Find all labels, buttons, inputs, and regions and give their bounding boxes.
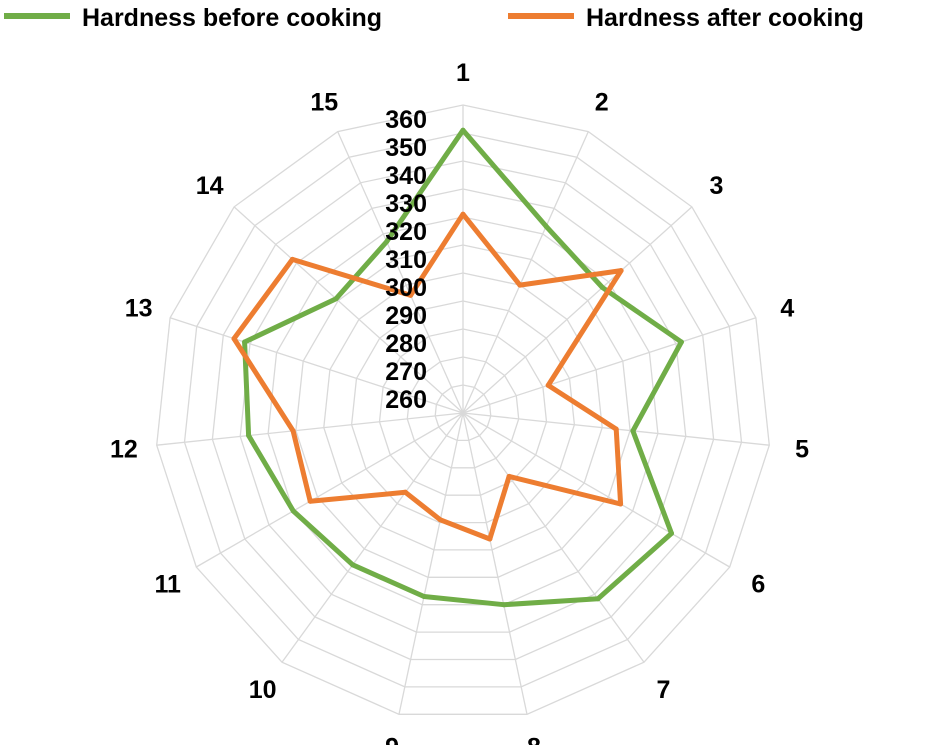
data-point [595,596,601,602]
grid-spoke [195,412,464,568]
category-label-1: 1 [456,59,470,87]
category-label-11: 11 [154,571,181,599]
grid-ring [211,160,715,661]
data-point [517,282,523,288]
grid-ring [323,272,603,551]
grid-spoke [233,206,464,414]
category-label-14: 14 [196,172,224,200]
data-point [231,336,237,342]
legend-label-before: Hardness before cooking [82,4,382,32]
category-label-2: 2 [595,89,609,117]
data-point [289,256,295,262]
category-label-15: 15 [310,89,338,117]
series-line-after-cooking [231,211,624,542]
data-point [618,501,624,507]
data-point [242,339,248,345]
category-label-10: 10 [249,676,277,704]
category-label-8: 8 [527,734,541,745]
data-point [506,473,512,479]
radial-tick-label: 310 [385,246,427,274]
category-label-5: 5 [795,436,809,464]
data-point [307,498,313,504]
legend-label-after: Hardness after cooking [586,4,864,32]
grid-spoke [156,412,464,446]
radial-tick-label: 280 [385,330,427,358]
data-point [543,223,549,229]
grid-spoke [462,412,645,663]
data-point [290,428,296,434]
category-label-9: 9 [385,734,399,745]
grid-ring [156,104,770,715]
data-point [678,339,684,345]
data-point [421,594,427,599]
radial-tick-label: 300 [385,274,427,302]
grid-spoke [462,412,731,568]
data-point [460,211,466,217]
grid-spoke [462,412,528,715]
radial-tick-label: 290 [385,302,427,330]
data-point [402,489,408,495]
grid-spoke [169,317,464,414]
data-point [669,530,674,536]
category-label-6: 6 [751,571,765,599]
data-point [408,292,414,298]
grid-spoke [337,131,464,414]
grid-spoke [398,412,464,715]
data-point [437,517,443,523]
data-point [333,296,339,302]
legend: Hardness before cooking Hardness after c… [4,4,864,32]
grid-ring [350,300,576,524]
data-point [384,239,390,245]
data-point [630,428,636,434]
radar-grid [156,104,770,715]
legend-item-after: Hardness after cooking [508,4,864,32]
radial-tick-label: 330 [385,190,427,218]
category-label-7: 7 [656,676,670,704]
legend-item-before: Hardness before cooking [4,4,382,32]
category-label-13: 13 [125,295,153,323]
radial-tick-label: 340 [385,162,427,190]
grid-spoke [281,412,464,663]
radial-tick-label: 360 [385,106,427,134]
data-point [290,508,296,514]
radial-tick-label: 260 [385,386,427,414]
data-point [618,268,624,274]
radial-tick-label: 320 [385,218,427,246]
grid-spoke [462,206,693,414]
category-label-3: 3 [709,172,723,200]
data-point [350,562,356,568]
category-label-12: 12 [110,436,138,464]
data-point [501,602,507,608]
category-labels: 123456789101112131415 [110,59,809,745]
category-label-4: 4 [780,295,794,323]
grid-ring [239,188,687,633]
grid-ring [378,328,548,496]
data-point [487,536,493,542]
series-line-before-cooking [242,127,684,608]
grid-ring [434,384,492,442]
data-point [545,382,551,388]
grid-ring [406,356,520,469]
data-point [460,127,466,133]
radial-tick-label: 350 [385,134,427,162]
grid-ring [183,132,743,688]
grid-spoke [462,131,589,414]
grid-spoke [462,317,757,414]
data-point [246,433,252,438]
grid-ring [295,244,631,578]
series-layer [231,127,684,608]
data-point [613,426,619,432]
radial-tick-label: 270 [385,358,427,386]
data-point [599,285,605,290]
